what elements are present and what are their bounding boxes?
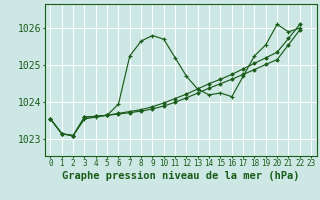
- X-axis label: Graphe pression niveau de la mer (hPa): Graphe pression niveau de la mer (hPa): [62, 171, 300, 181]
